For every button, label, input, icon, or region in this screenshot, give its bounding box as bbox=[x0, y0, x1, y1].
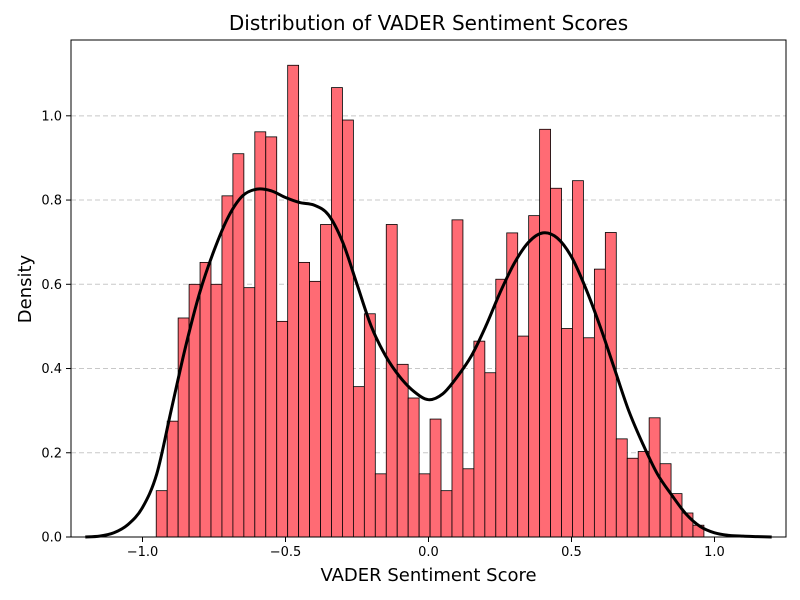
histogram-bar-13 bbox=[298, 261, 310, 538]
histogram-bar-25 bbox=[429, 418, 442, 538]
y-axis-label: Density bbox=[15, 254, 36, 323]
x-tick-label-3: 0.5 bbox=[561, 545, 582, 560]
histogram-bar-18 bbox=[352, 386, 365, 538]
histogram-bar-38 bbox=[572, 180, 584, 538]
histogram-bar-15 bbox=[320, 224, 332, 538]
histogram-bar-14 bbox=[309, 280, 321, 538]
histogram-bar-33 bbox=[517, 335, 530, 538]
x-axis-label: VADER Sentiment Score bbox=[320, 565, 536, 586]
histogram-bar-46 bbox=[659, 463, 672, 538]
histogram-bars bbox=[155, 64, 705, 538]
histogram-bar-12 bbox=[287, 64, 300, 538]
histogram-bar-19 bbox=[363, 313, 376, 538]
kde-line bbox=[85, 187, 772, 539]
histogram-bar-34 bbox=[528, 215, 541, 538]
histogram-bar-8 bbox=[243, 287, 256, 538]
histogram-bar-17 bbox=[342, 119, 354, 538]
y-tick-label-4: 0.8 bbox=[41, 194, 62, 209]
histogram-bar-16 bbox=[331, 87, 343, 538]
histogram-bar-23 bbox=[407, 397, 420, 538]
histogram-bar-35 bbox=[539, 128, 551, 538]
histogram-bar-37 bbox=[561, 328, 573, 538]
histogram-bar-32 bbox=[506, 232, 519, 538]
histogram-bar-28 bbox=[462, 468, 475, 538]
x-tick-label-1: −0.5 bbox=[270, 545, 302, 560]
histogram-bar-11 bbox=[276, 320, 289, 538]
histogram-bar-21 bbox=[385, 224, 398, 538]
y-tick-label-1: 0.2 bbox=[41, 446, 62, 461]
x-axis-ticks: −1.0 −0.5 0.0 0.5 1.0 bbox=[127, 537, 725, 560]
y-axis-ticks: 0.0 0.2 0.4 0.6 0.8 1.0 bbox=[41, 109, 71, 546]
histogram-bar-22 bbox=[396, 363, 409, 538]
histogram-bar-5 bbox=[210, 283, 223, 538]
histogram-bar-26 bbox=[440, 490, 453, 538]
chart-title: Distribution of VADER Sentiment Scores bbox=[229, 11, 628, 35]
histogram-bar-7 bbox=[232, 153, 245, 538]
histogram-bar-31 bbox=[495, 278, 508, 538]
x-tick-label-2: 0.0 bbox=[418, 545, 439, 560]
y-tick-label-3: 0.6 bbox=[41, 278, 62, 293]
histogram-bar-9 bbox=[254, 131, 267, 538]
histogram-bar-1 bbox=[166, 420, 179, 538]
y-tick-label-2: 0.4 bbox=[41, 362, 62, 377]
x-tick-label-4: 1.0 bbox=[704, 545, 725, 560]
histogram-bar-42 bbox=[615, 438, 628, 538]
histogram-bar-6 bbox=[221, 195, 234, 538]
histogram-bar-10 bbox=[265, 136, 278, 538]
histogram-bar-0 bbox=[155, 490, 168, 538]
grid-lines bbox=[71, 115, 786, 454]
histogram-bar-39 bbox=[583, 337, 595, 538]
histogram-bar-29 bbox=[473, 340, 486, 538]
histogram-bar-24 bbox=[418, 473, 431, 538]
x-tick-label-0: −1.0 bbox=[127, 545, 159, 560]
y-tick-label-5: 1.0 bbox=[41, 109, 62, 124]
histogram-bar-20 bbox=[374, 473, 387, 538]
histogram-bar-43 bbox=[626, 457, 639, 538]
histogram-bar-41 bbox=[604, 232, 617, 538]
histogram-bar-4 bbox=[199, 261, 212, 538]
histogram-bar-40 bbox=[593, 268, 606, 538]
histogram-bar-44 bbox=[637, 451, 650, 538]
histogram-bar-30 bbox=[484, 372, 497, 538]
y-tick-label-0: 0.0 bbox=[41, 531, 62, 546]
